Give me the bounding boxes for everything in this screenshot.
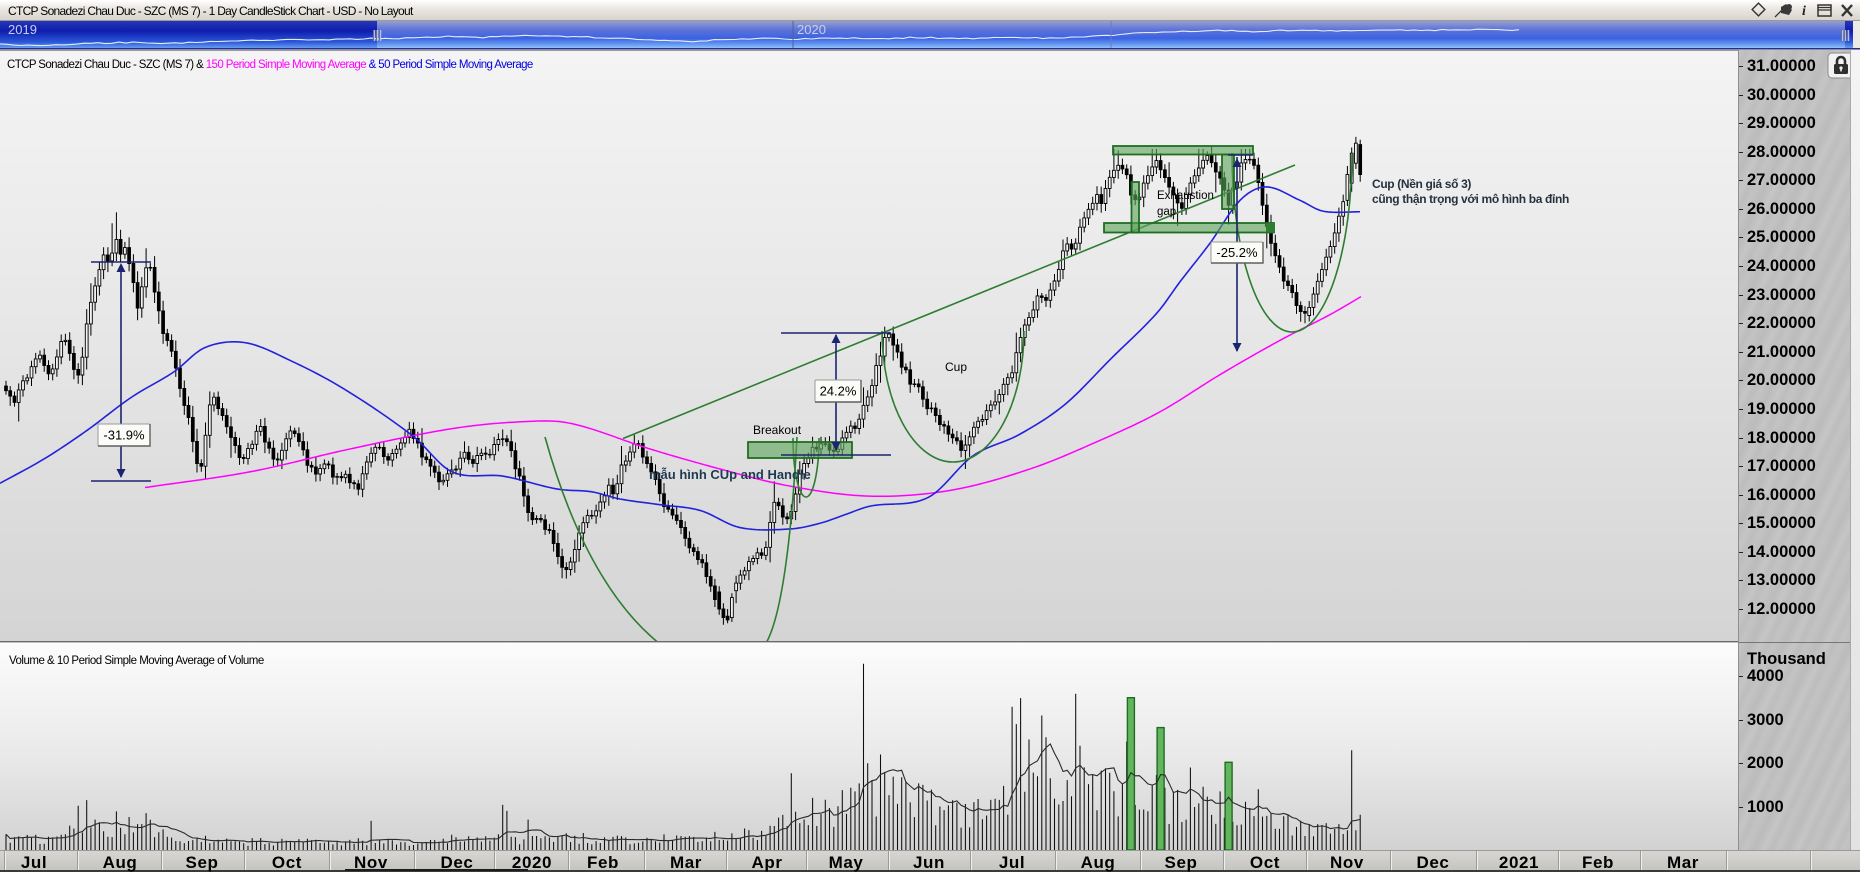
svg-text:Volume & 10 Period Simple Movi: Volume & 10 Period Simple Moving Average…: [9, 655, 264, 667]
svg-text:-25.2%: -25.2%: [1216, 245, 1258, 260]
svg-text:mẫu hình CUp and Handle: mẫu hình CUp and Handle: [649, 467, 811, 482]
svg-text:2020: 2020: [797, 22, 826, 37]
svg-text:Breakout: Breakout: [753, 423, 802, 437]
svg-text:-31.9%: -31.9%: [103, 428, 145, 443]
svg-text:cũng thận trọng với mô hình ba: cũng thận trọng với mô hình ba đỉnh: [1372, 192, 1569, 206]
svg-text:Cup: Cup: [945, 360, 967, 374]
svg-text:gap: gap: [1157, 206, 1176, 218]
svg-text:Exhaustion: Exhaustion: [1157, 190, 1214, 202]
svg-text:24.2%: 24.2%: [820, 384, 857, 399]
svg-text:2019: 2019: [8, 22, 37, 37]
svg-text:i: i: [1802, 4, 1806, 19]
svg-text:Cup (Nền giá số 3): Cup (Nền giá số 3): [1372, 177, 1471, 191]
svg-text:CTCP Sonadezi Chau Duc - SZC (: CTCP Sonadezi Chau Duc - SZC (MS 7) & 15…: [7, 59, 533, 71]
